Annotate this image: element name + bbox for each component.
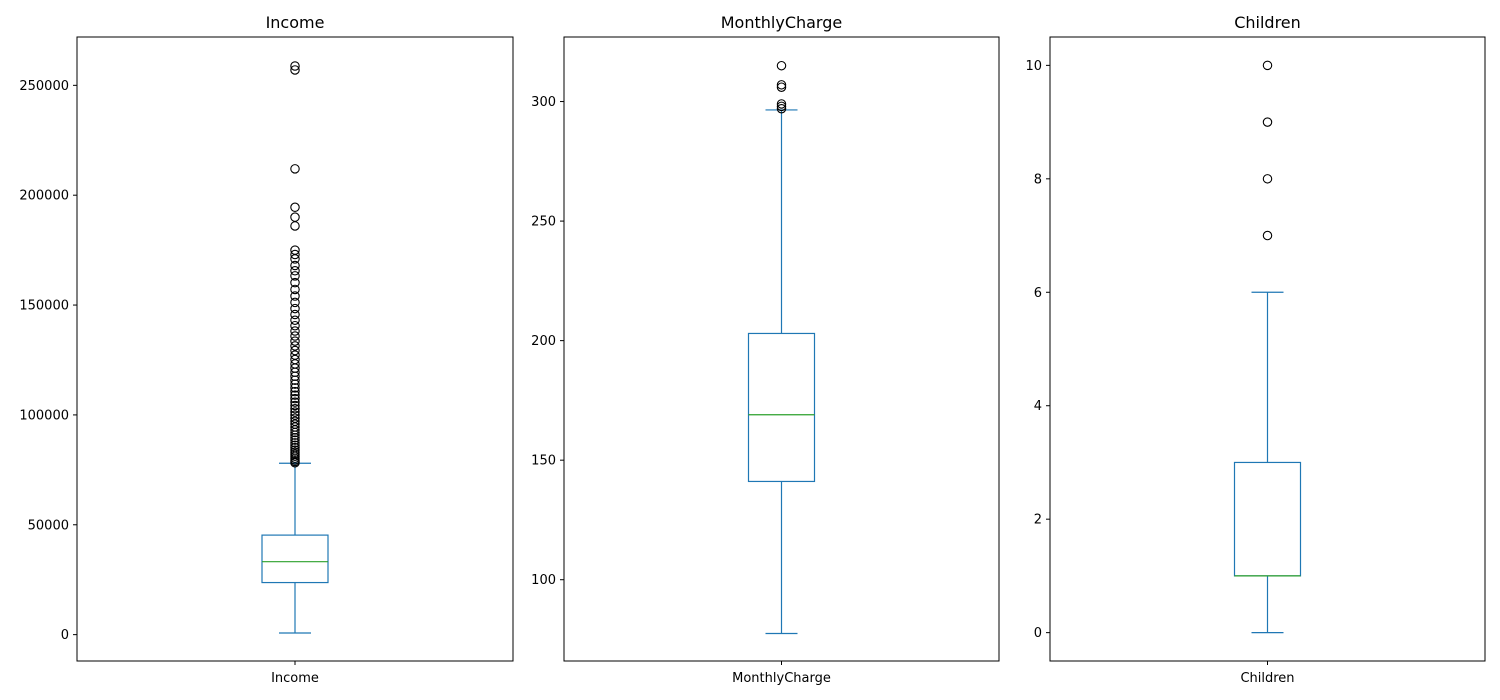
outlier-point [290, 315, 300, 325]
outlier-point [290, 260, 300, 271]
iqr-box [747, 332, 816, 483]
outlier-point [290, 341, 300, 351]
outlier-point [290, 212, 300, 222]
outlier-point [290, 390, 300, 400]
y-tick-label: 250 [531, 215, 556, 230]
outlier-point [290, 297, 300, 308]
outlier-point [290, 309, 300, 320]
y-tick-label: 200 [531, 334, 556, 349]
y-tick-label: 150000 [19, 299, 69, 314]
outlier-point [290, 303, 300, 314]
y-tick-label: 50000 [28, 518, 69, 533]
chart-title: Income [266, 13, 325, 32]
outlier-point [290, 277, 300, 288]
outlier-point [290, 393, 300, 404]
outlier-point [1262, 117, 1273, 127]
iqr-box [1233, 461, 1302, 577]
y-tick-label: 150 [531, 454, 556, 469]
outlier-point [290, 291, 300, 301]
x-tick-label: Income [271, 671, 319, 686]
y-tick-label: 6 [1034, 286, 1042, 301]
axes-frame [1049, 36, 1486, 662]
outlier-point [1262, 230, 1273, 241]
outlier-point [290, 245, 300, 255]
outlier-point [1262, 60, 1273, 71]
outlier-point [290, 164, 300, 174]
outlier-point [290, 61, 300, 71]
outlier-point [290, 419, 300, 429]
outlier-point [290, 249, 300, 260]
outlier-point [290, 407, 300, 417]
y-tick-label: 10 [1025, 59, 1042, 74]
outlier-point [290, 202, 300, 213]
y-tick-label: 4 [1034, 399, 1042, 414]
outlier-point [290, 331, 300, 341]
x-tick-label: Children [1240, 671, 1294, 686]
chart-title: Children [1234, 13, 1301, 32]
outlier-point [776, 99, 787, 109]
y-tick-label: 0 [1034, 626, 1042, 641]
outlier-point [290, 336, 300, 346]
outlier-point [290, 404, 300, 414]
outlier-point [290, 400, 300, 411]
y-tick-label: 250000 [19, 79, 69, 94]
outlier-point [290, 320, 300, 331]
outlier-point [290, 416, 300, 427]
outlier-point [290, 266, 300, 276]
outlier-point [290, 326, 300, 336]
outlier-point [290, 410, 300, 420]
outlier-point [290, 413, 300, 423]
outlier-point [290, 440, 300, 450]
outlier-point [290, 350, 300, 360]
outlier-point [776, 80, 787, 90]
outlier-point [1262, 174, 1273, 184]
y-tick-label: 100000 [19, 408, 69, 423]
y-tick-label: 300 [531, 95, 556, 110]
y-tick-label: 0 [61, 628, 69, 643]
outlier-point [776, 103, 787, 114]
outlier-point [290, 284, 300, 295]
y-tick-label: 8 [1034, 172, 1042, 187]
axes-frame [563, 36, 1000, 662]
outlier-point [290, 271, 300, 281]
outlier-point [776, 101, 787, 112]
outlier-point [290, 221, 300, 231]
iqr-box [261, 534, 329, 584]
outlier-point [290, 65, 300, 75]
outlier-point [776, 60, 787, 71]
outlier-point [290, 438, 300, 448]
outlier-point [290, 345, 300, 356]
outlier-point [290, 445, 300, 455]
outlier-point [290, 383, 300, 393]
outlier-point [290, 354, 300, 365]
outlier-point [776, 82, 787, 92]
y-tick-label: 100 [531, 573, 556, 588]
outlier-point [290, 386, 300, 397]
axes-frame [76, 36, 514, 662]
outlier-point [290, 442, 300, 453]
y-tick-label: 2 [1034, 513, 1042, 528]
outlier-point [290, 397, 300, 407]
outlier-point [290, 435, 300, 445]
chart-title: MonthlyCharge [721, 13, 842, 32]
y-tick-label: 200000 [19, 189, 69, 204]
x-tick-label: MonthlyCharge [732, 671, 831, 686]
